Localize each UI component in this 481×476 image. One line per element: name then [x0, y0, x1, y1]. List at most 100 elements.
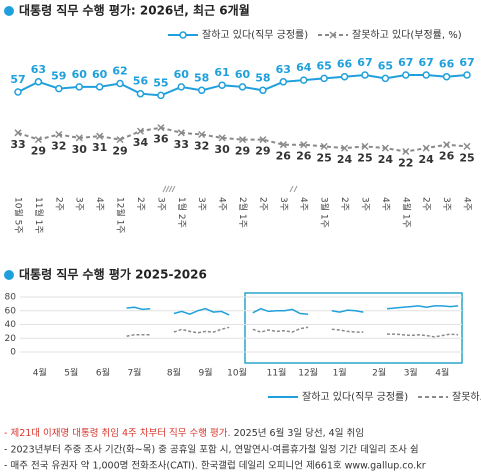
x-tick-label: 3주: [155, 197, 166, 211]
point: [443, 141, 451, 149]
note-text: 2025년 6월 3일 당선, 4일 취임: [231, 427, 364, 439]
title-bullet: [4, 6, 14, 16]
point: [279, 78, 288, 86]
data-label: 65: [316, 59, 331, 72]
point: [177, 129, 185, 137]
x-tick-label: 3주: [278, 197, 289, 211]
series-line: [126, 305, 459, 316]
data-label: 29: [31, 145, 46, 158]
chart-title: 대통령 직무 수행 평가: 2026년, 최근 6개월: [19, 3, 250, 18]
x-tick-label: 3주: [74, 197, 85, 211]
data-label: 67: [419, 56, 434, 69]
data-label: 29: [235, 145, 250, 158]
x-tick-label: 3월 1주: [319, 197, 331, 228]
note: - 2023년부터 주중 조사 기간(화~목) 중 공휴일 포함 시, 연말연시…: [4, 444, 419, 456]
data-label: 24: [419, 153, 435, 166]
x-tick-label: 11월 1주: [33, 197, 45, 234]
data-label: 64: [296, 61, 312, 74]
point: [320, 142, 328, 150]
x-tick-label: 3주: [196, 197, 207, 211]
data-label: 30: [214, 143, 230, 156]
data-label: 60: [92, 68, 108, 81]
data-label: 58: [255, 71, 270, 84]
data-label: 32: [194, 140, 209, 153]
data-label: 55: [153, 76, 168, 89]
x-tick-label: 3주: [441, 197, 452, 211]
data-label: 29: [112, 145, 127, 158]
x-tick-label: 2주: [257, 197, 268, 211]
point: [55, 84, 63, 93]
legend-label: 잘하고 있다(직무 긍정률): [202, 28, 308, 41]
data-label: 31: [92, 141, 107, 154]
highlight-box: [244, 292, 463, 364]
x-tick-label: 10월 5주: [13, 197, 25, 234]
point: [116, 79, 124, 88]
y-tick-label: 60: [5, 306, 17, 316]
data-label: 62: [112, 65, 127, 78]
point: [402, 71, 410, 79]
x-tick-label: 2월 1주: [237, 197, 249, 228]
legend-marker: [329, 31, 337, 39]
legend-marker: [179, 31, 187, 39]
data-label: 33: [174, 138, 189, 151]
x-tick-label: 9월: [198, 367, 212, 379]
x-tick-label: 6월: [96, 367, 110, 379]
x-tick-label: 2주: [421, 197, 432, 211]
point: [463, 142, 471, 150]
point: [157, 91, 165, 100]
x-tick-label: 4주: [462, 197, 473, 211]
axis-break: [162, 185, 298, 193]
x-tick-label: 4월: [33, 367, 47, 379]
data-label: 33: [10, 138, 25, 151]
point: [300, 141, 308, 149]
data-label: 61: [214, 66, 229, 79]
point: [34, 78, 43, 86]
point: [381, 144, 389, 152]
x-tick-label: 2주: [53, 197, 64, 211]
data-label: 63: [31, 63, 46, 76]
point: [259, 86, 267, 95]
data-label: 56: [133, 75, 149, 88]
x-tick-label: 3주: [359, 197, 370, 211]
point: [34, 136, 42, 144]
point: [95, 83, 104, 91]
y-tick-label: 20: [5, 334, 17, 344]
data-label: 29: [255, 145, 270, 158]
data-label: 25: [316, 151, 331, 164]
x-tick-label: 10월: [227, 367, 247, 379]
x-tick-label: 4월: [435, 367, 449, 379]
data-label: 26: [296, 150, 312, 163]
data-label: 66: [337, 58, 353, 71]
point: [238, 83, 247, 91]
point: [177, 83, 186, 91]
y-tick-label: 80: [5, 293, 17, 303]
legend-label: 잘하고 있다(직무 긍정률): [302, 390, 408, 403]
note-highlight: - 제21대 이재명 대통령 취임 4주 차부터 직무 수행 평가.: [4, 427, 231, 439]
x-tick-label: 4주: [94, 197, 105, 211]
x-tick-label: 4주: [380, 197, 391, 211]
point: [442, 72, 451, 81]
y-tick-label: 40: [5, 320, 17, 330]
data-label: 24: [337, 153, 353, 166]
y-tick-label: 0: [10, 348, 16, 358]
point: [75, 83, 83, 91]
data-label: 34: [133, 136, 149, 149]
point: [238, 136, 247, 144]
point: [320, 74, 328, 83]
data-label: 67: [398, 56, 413, 69]
point: [14, 88, 22, 96]
data-label: 58: [194, 71, 209, 84]
point: [198, 130, 206, 139]
note: - 제21대 이재명 대통령 취임 4주 차부터 직무 수행 평가. 2025년…: [4, 427, 364, 439]
x-tick-label: 2주: [135, 197, 146, 211]
x-tick-label: 3월: [404, 367, 418, 379]
point: [259, 136, 267, 144]
x-tick-label: 4월 1주: [400, 197, 412, 228]
data-label: 63: [276, 63, 291, 76]
x-tick-label: 12월 1주: [115, 197, 127, 234]
point: [361, 71, 369, 79]
point: [340, 72, 349, 81]
x-tick-label: 7월: [127, 367, 141, 379]
point: [14, 129, 22, 137]
